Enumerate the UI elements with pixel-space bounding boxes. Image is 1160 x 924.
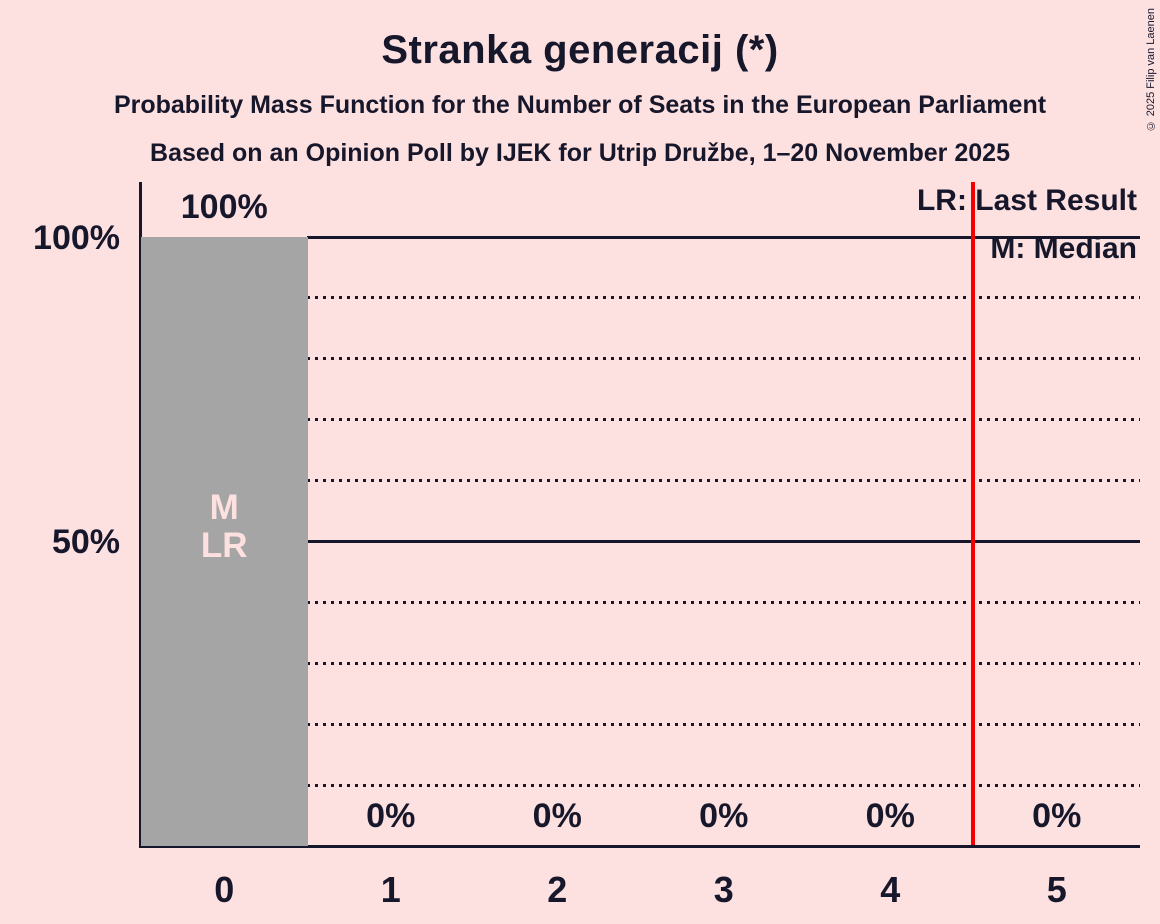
bar-value-label-1: 0% [366,797,416,835]
gridline-dotted-90 [307,296,1140,299]
chart-subsubtitle: Based on an Opinion Poll by IJEK for Utr… [150,139,1010,167]
bar-value-label-3: 0% [699,797,749,835]
y-axis-line [139,182,142,847]
legend-last-result: LR: Last Result [916,184,1137,217]
gridline-dotted-70 [307,418,1140,421]
gridline-dotted-20 [307,723,1140,726]
legend-median: M: Median [990,232,1137,265]
bar-value-label-5: 0% [1032,797,1082,835]
gridline-dotted-30 [307,662,1140,665]
gridline-solid-50 [307,540,1140,543]
bar-value-label-2: 0% [532,797,582,835]
x-axis-tick-3: 3 [713,869,734,910]
bar-annotation-median-last-result: M LR [141,489,308,565]
x-axis-tick-0: 0 [214,869,235,910]
chart-title: Stranka generacij (*) [381,28,779,72]
y-axis-tick-50: 50% [51,523,120,561]
x-axis-line [139,845,1140,848]
x-axis-tick-5: 5 [1046,869,1067,910]
bar-value-label-0: 100% [180,188,268,226]
x-axis-tick-1: 1 [380,869,401,910]
majority-threshold-line [971,182,975,845]
bar-annotation-line: LR [200,526,248,565]
y-axis-tick-100: 100% [33,219,120,257]
x-axis-tick-4: 4 [880,869,901,910]
bar-annotation-line: M [209,488,239,527]
gridline-dotted-40 [307,601,1140,604]
bar-value-label-4: 0% [865,797,915,835]
gridline-solid-100 [307,236,1140,239]
gridline-dotted-80 [307,357,1140,360]
copyright-note: © 2025 Filip van Laenen [1145,8,1157,132]
chart-subtitle: Probability Mass Function for the Number… [113,91,1047,119]
bar-seats-0 [141,237,308,846]
gridline-dotted-60 [307,479,1140,482]
gridline-dotted-10 [307,784,1140,787]
x-axis-tick-2: 2 [547,869,568,910]
